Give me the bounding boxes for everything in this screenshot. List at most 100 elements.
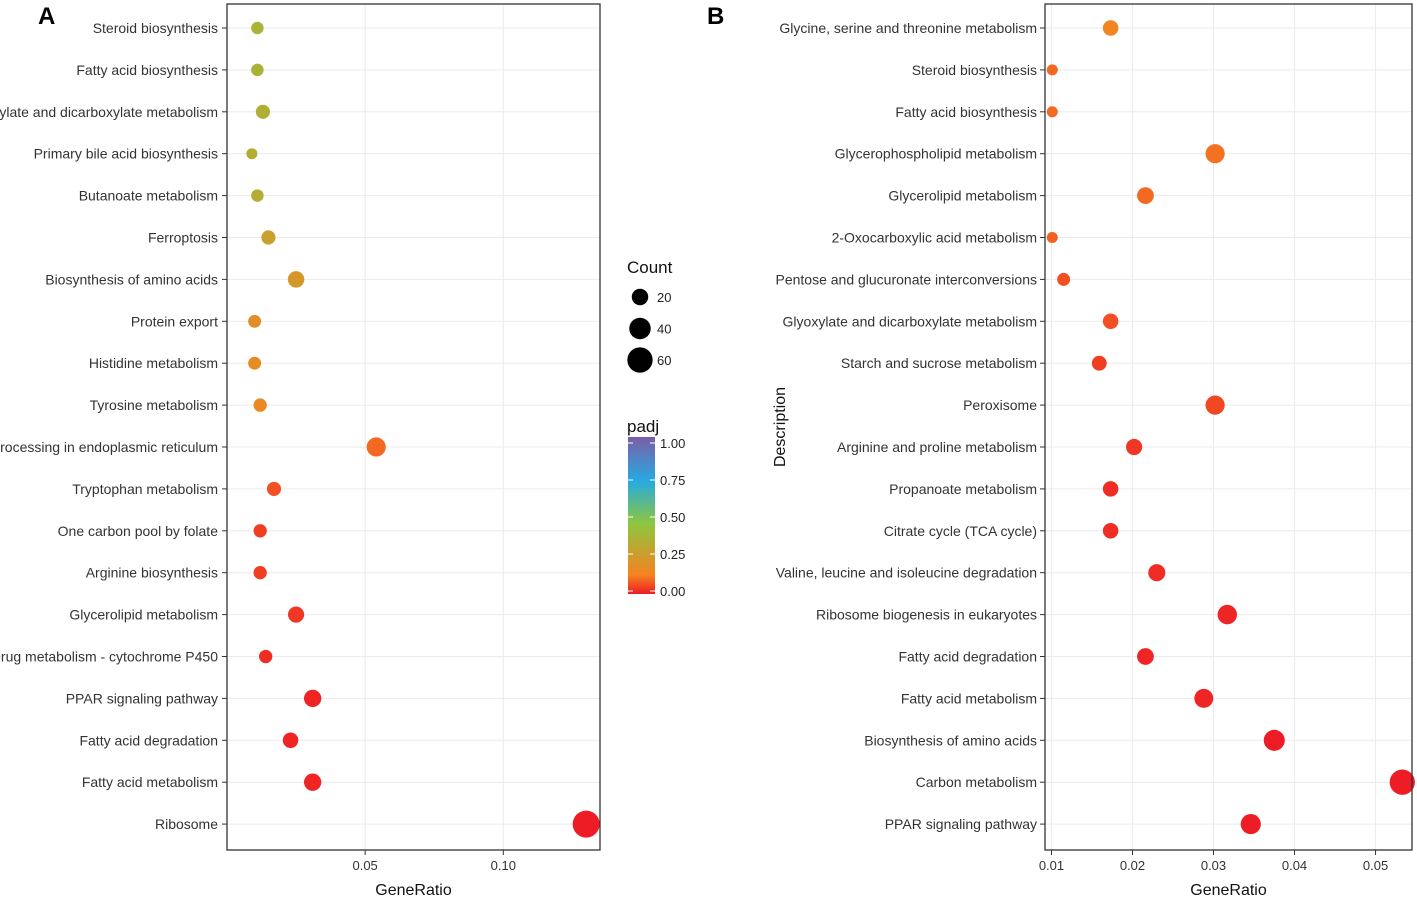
panel-a-category-label: Fatty acid degradation: [79, 732, 218, 748]
panel-a-data-point: [261, 230, 276, 245]
panel-a-category-label: processing in endoplasmic reticulum: [0, 439, 218, 455]
padj-tick-label: 0.25: [660, 547, 685, 562]
panel-b-category-label: Biosynthesis of amino acids: [864, 732, 1037, 748]
count-legend-label: 20: [657, 290, 671, 305]
panel-a-data-point: [253, 566, 267, 580]
legend: Count 20 40 60 padj 1.00 0.75 0.50 0.25 0.00: [627, 258, 685, 599]
panel-b-data-point: [1126, 438, 1143, 456]
panel-b-data-point: [1217, 604, 1238, 625]
panel-a-category-label: PPAR signaling pathway: [66, 690, 218, 706]
panel-a-data-point: [251, 63, 264, 77]
panel-b-category-label: Ribosome biogenesis in eukaryotes: [816, 607, 1037, 623]
panel-a-data-point: [246, 148, 258, 160]
panel-a-category-label: Glycerolipid metabolism: [69, 607, 218, 623]
panel-b-data-point: [1389, 769, 1415, 795]
count-legend-dot: [629, 317, 651, 340]
panel-b-data-point: [1091, 355, 1107, 371]
panel-a-category-label: Primary bile acid biosynthesis: [34, 146, 218, 162]
panel-b-frame: [1044, 3, 1413, 851]
panel-b-category-label: 2-Oxocarboxylic acid metabolism: [832, 230, 1037, 246]
panel-b-data-point: [1057, 272, 1071, 286]
padj-tick-label: 0.00: [660, 584, 685, 599]
panel-b-category-label: Steroid biosynthesis: [912, 62, 1037, 78]
panel-a-category-label: Biosynthesis of amino acids: [45, 271, 218, 287]
panel-b-data-point: [1102, 20, 1119, 36]
panel-a-chart: Steroid biosynthesis Fatty acid biosynthe…: [0, 3, 601, 897]
panel-b-category-label: Carbon metabolism: [916, 774, 1037, 790]
panel-a-data-point: [366, 437, 386, 457]
panel-b-category-label: Fatty acid metabolism: [901, 690, 1037, 706]
panel-a-data-point: [282, 732, 299, 749]
panel-a-data-point: [303, 689, 322, 708]
count-legend-label: 40: [657, 322, 671, 337]
count-legend-label: 60: [657, 353, 671, 368]
panel-b-x-tick-label: 0.01: [1039, 858, 1064, 873]
panel-a-category-label: Protein export: [131, 313, 218, 329]
count-legend-dot: [627, 347, 653, 373]
panel-b-x-axis-title: GeneRatio: [1190, 882, 1267, 897]
panel-b-category-label: Starch and sucrose metabolism: [841, 355, 1037, 371]
panel-b-data-point: [1102, 313, 1119, 330]
panel-a-data-point: [266, 481, 282, 496]
panel-b-y-axis-title: Description: [772, 387, 789, 467]
panel-a-data-point: [251, 21, 264, 35]
panel-b-category-label: Peroxisome: [963, 397, 1037, 413]
panel-b-x-tick-label: 0.02: [1120, 858, 1145, 873]
panel-b-data-point: [1194, 688, 1214, 708]
panel-b-category-label: Propanoate metabolism: [889, 481, 1037, 497]
panel-b-x-tick-label: 0.03: [1201, 858, 1226, 873]
panel-a-category-label: xylate and dicarboxylate metabolism: [0, 104, 218, 120]
panel-b-data-point: [1046, 64, 1058, 76]
panel-a-data-point: [303, 773, 322, 791]
panel-a-data-point: [251, 189, 264, 202]
panel-b-category-label: Fatty acid degradation: [898, 649, 1037, 665]
panel-b-data-point: [1102, 523, 1119, 539]
panel-a-category-label: Butanoate metabolism: [79, 188, 218, 204]
panel-a-category-label: One carbon pool by folate: [58, 523, 219, 539]
panel-a-data-point: [253, 398, 267, 412]
panel-a-frame: [226, 3, 601, 851]
panel-letter-a: A: [38, 3, 55, 30]
panel-a-data-point: [248, 356, 262, 370]
panel-b-data-point: [1046, 231, 1058, 244]
panel-a-category-label: Fatty acid metabolism: [82, 774, 218, 790]
panel-b-x-tick-label: 0.05: [1363, 858, 1388, 873]
panel-a-x-tick-label: 0.10: [491, 858, 516, 873]
panel-b-data-point: [1240, 814, 1261, 835]
panel-a-data-point: [287, 606, 305, 623]
panel-b-data-point: [1137, 187, 1154, 204]
panel-a-category-label: Drug metabolism - cytochrome P450: [0, 649, 218, 665]
panel-b-category-label: Glycerophospholipid metabolism: [835, 146, 1037, 162]
panel-b-data-point: [1102, 481, 1119, 497]
panel-a-category-label: Ferroptosis: [148, 230, 218, 246]
padj-tick-label: 0.75: [660, 473, 685, 488]
panel-b-category-label: PPAR signaling pathway: [885, 816, 1037, 832]
panel-a-data-point: [572, 810, 600, 838]
panel-b-data-point: [1046, 106, 1058, 118]
panel-b-data-point: [1205, 395, 1225, 415]
panel-b-category-label: Pentose and glucuronate interconversions: [775, 271, 1037, 287]
panel-a-data-point: [253, 524, 267, 538]
panel-b-category-label: Fatty acid biosynthesis: [895, 104, 1037, 120]
count-legend-dot: [631, 288, 649, 306]
panel-a-category-label: Ribosome: [155, 816, 218, 832]
padj-colorbar: [628, 437, 655, 594]
panel-b-category-label: Arginine and proline metabolism: [837, 439, 1037, 455]
panel-a-data-point: [259, 649, 273, 664]
panel-a-category-label: Steroid biosynthesis: [93, 20, 218, 36]
panel-b-chart: Glycine, serine and threonine metabolism…: [772, 3, 1415, 897]
panel-b-category-label: Valine, leucine and isoleucine degradati…: [776, 565, 1037, 581]
panel-a-category-label: Histidine metabolism: [89, 355, 218, 371]
panel-a-data-point: [255, 104, 270, 119]
padj-tick-label: 1.00: [660, 436, 685, 451]
panel-b-data-point: [1137, 648, 1154, 665]
panel-a-data-point: [248, 314, 262, 328]
panel-b-data-point: [1263, 729, 1285, 751]
panel-b-x-tick-label: 0.04: [1282, 858, 1307, 873]
panel-b-category-label: Glycerolipid metabolism: [888, 188, 1037, 204]
panel-a-data-point: [287, 271, 305, 288]
padj-legend-title: padj: [627, 417, 659, 436]
panel-a-category-label: Fatty acid biosynthesis: [76, 62, 218, 78]
panel-a-x-tick-label: 0.05: [352, 858, 377, 873]
